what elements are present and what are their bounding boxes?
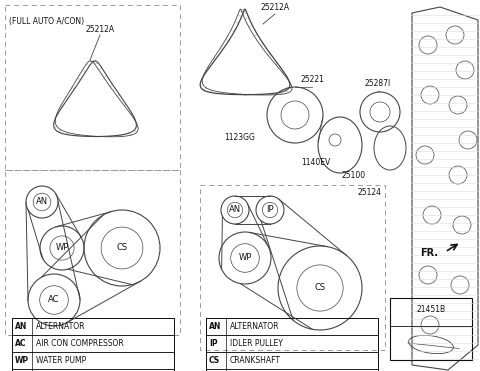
Text: AC: AC: [15, 339, 26, 348]
Text: 1123GG: 1123GG: [225, 133, 255, 142]
Bar: [390, 298, 472, 360]
FancyArrowPatch shape: [408, 343, 459, 348]
Text: 25100: 25100: [342, 171, 366, 180]
Text: WP: WP: [238, 253, 252, 263]
Bar: [12, 318, 174, 335]
Bar: [5, 170, 180, 335]
Bar: [12, 318, 174, 371]
Text: FR.: FR.: [420, 248, 438, 258]
Text: 1140EV: 1140EV: [301, 158, 331, 167]
Text: WP: WP: [55, 243, 69, 253]
Bar: [5, 5, 180, 170]
Text: AC: AC: [48, 295, 60, 305]
Text: AIR CON COMPRESSOR: AIR CON COMPRESSOR: [36, 339, 124, 348]
Text: AN: AN: [15, 322, 27, 331]
Text: (FULL AUTO A/CON): (FULL AUTO A/CON): [9, 17, 84, 26]
Text: AN: AN: [229, 206, 241, 214]
Text: IP: IP: [266, 206, 274, 214]
Bar: [12, 352, 174, 369]
Text: 25287I: 25287I: [365, 79, 391, 88]
Text: IP: IP: [209, 339, 217, 348]
Text: 25221: 25221: [300, 75, 324, 84]
Text: CS: CS: [314, 283, 325, 292]
Text: WATER PUMP: WATER PUMP: [36, 356, 86, 365]
Bar: [12, 369, 174, 371]
Text: CRANKSHAFT: CRANKSHAFT: [230, 356, 281, 365]
Text: AN: AN: [36, 197, 48, 207]
Text: ALTERNATOR: ALTERNATOR: [230, 322, 279, 331]
Text: 25212A: 25212A: [85, 25, 115, 34]
Text: ALTERNATOR: ALTERNATOR: [36, 322, 85, 331]
Text: WP: WP: [15, 356, 29, 365]
Bar: [206, 335, 378, 352]
Bar: [12, 335, 174, 352]
Text: AN: AN: [209, 322, 221, 331]
Text: 21451B: 21451B: [417, 305, 445, 315]
Bar: [206, 318, 378, 371]
Text: 25124: 25124: [358, 188, 382, 197]
Bar: [206, 352, 378, 369]
Bar: [206, 369, 378, 371]
Bar: [206, 318, 378, 335]
Text: CS: CS: [209, 356, 220, 365]
Text: IDLER PULLEY: IDLER PULLEY: [230, 339, 283, 348]
Text: 25212A: 25212A: [261, 3, 289, 12]
Text: CS: CS: [117, 243, 128, 253]
Bar: [200, 185, 385, 350]
